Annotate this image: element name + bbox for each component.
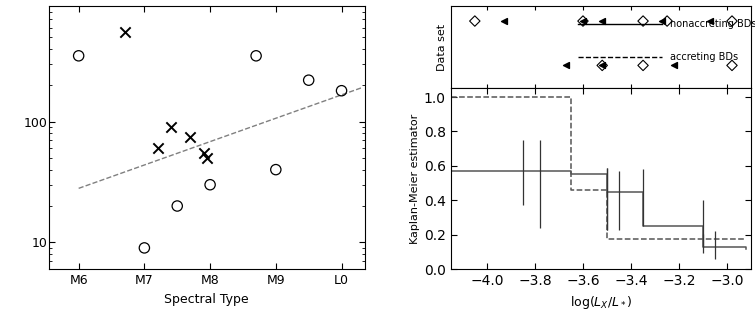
Point [668,63,680,68]
Point [596,18,609,23]
Point [250,53,262,58]
Y-axis label: Data set: Data set [436,24,447,71]
Point [704,18,716,23]
Text: accreting BDs: accreting BDs [670,52,738,62]
Point [637,63,649,68]
Point [661,18,673,23]
Point [201,156,213,161]
Point [119,30,131,35]
Point [577,18,589,23]
X-axis label: $\log(L_X/L_*)$: $\log(L_X/L_*)$ [570,294,632,310]
Point [270,167,282,172]
Y-axis label: Kaplan-Meier estimator: Kaplan-Meier estimator [410,114,420,244]
Text: nonaccreting BDs: nonaccreting BDs [670,19,755,29]
Point [72,53,85,58]
Point [637,18,649,23]
Point [152,146,164,151]
Point [138,245,150,250]
Point [171,203,183,208]
Point [198,151,210,156]
Point [656,18,668,23]
Point [303,78,315,83]
Point [596,63,609,68]
Point [596,63,609,68]
Point [498,18,510,23]
Point [165,125,177,130]
Point [184,134,196,139]
Point [577,18,589,23]
Point [469,18,481,23]
Point [204,182,216,187]
X-axis label: Spectral Type: Spectral Type [165,293,249,305]
Point [560,63,572,68]
Point [726,18,738,23]
Point [335,88,347,93]
Point [726,63,738,68]
